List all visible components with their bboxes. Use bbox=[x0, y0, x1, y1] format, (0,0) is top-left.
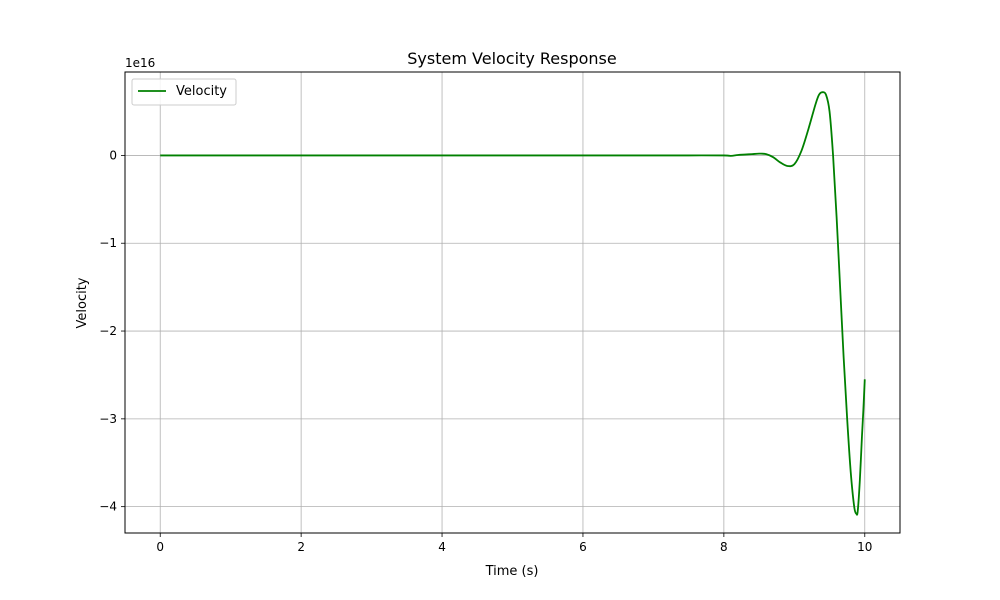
series-line-velocity bbox=[160, 91, 866, 516]
y-axis-multiplier: 1e16 bbox=[125, 56, 155, 70]
x-tick-label: 10 bbox=[857, 540, 872, 554]
legend-box bbox=[131, 78, 237, 106]
y-tick-label: −3 bbox=[99, 412, 117, 426]
plot-frame bbox=[124, 71, 901, 534]
y-axis-label: Velocity bbox=[75, 277, 90, 328]
x-tick-label: 6 bbox=[579, 540, 587, 554]
y-tick-label: 0 bbox=[109, 148, 117, 162]
y-tick-label: −2 bbox=[99, 324, 117, 338]
x-tick-label: 2 bbox=[297, 540, 305, 554]
legend: Velocity bbox=[131, 78, 237, 106]
ticks: 0 2 4 6 8 10 0 −1 −2 −3 −4 bbox=[99, 148, 872, 554]
chart-title: System Velocity Response bbox=[407, 49, 616, 68]
x-tick-label: 0 bbox=[156, 540, 164, 554]
x-axis-label: Time (s) bbox=[485, 564, 539, 579]
series-group bbox=[160, 91, 866, 516]
y-tick-label: −1 bbox=[99, 236, 117, 250]
legend-label-velocity: Velocity bbox=[176, 84, 227, 99]
x-tick-label: 4 bbox=[438, 540, 446, 554]
x-tick-label: 8 bbox=[720, 540, 728, 554]
y-tick-label: −4 bbox=[99, 500, 117, 514]
